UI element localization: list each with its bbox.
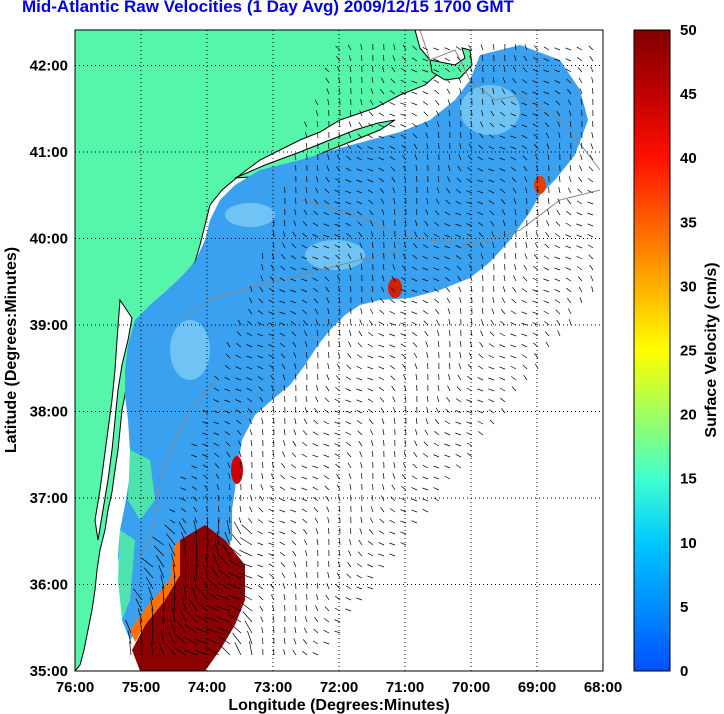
- hotspot-hudson: [388, 278, 402, 298]
- y-tick-label: 36:00: [30, 577, 68, 594]
- colorbar-tick: 30: [680, 278, 697, 295]
- colorbar-tick-labels: 0 5 10 15 20 25 30 35 40 45 50: [680, 22, 697, 680]
- y-tick-label: 38:00: [30, 404, 68, 421]
- chesapeake-bay: [94, 298, 133, 541]
- colorbar-tick: 35: [680, 214, 697, 231]
- x-tick-label: 72:00: [320, 679, 358, 696]
- x-tick-label: 70:00: [452, 679, 490, 696]
- colorbar-tick: 0: [680, 663, 688, 680]
- x-tick-label: 68:00: [584, 679, 622, 696]
- x-tick-label: 71:00: [386, 679, 424, 696]
- velocity-arrows: [125, 43, 594, 656]
- plot-frame: [74, 29, 604, 672]
- colorbar: [633, 29, 671, 672]
- y-tick-label: 41:00: [30, 144, 68, 161]
- colorbar-tick: 20: [680, 407, 697, 424]
- colorbar-tick: 25: [680, 343, 697, 360]
- y-axis-label: Latitude (Degrees:Minutes): [3, 247, 20, 453]
- y-tick-label: 42:00: [30, 58, 68, 75]
- x-tick-label: 73:00: [254, 679, 292, 696]
- colorbar-tick: 40: [680, 150, 697, 167]
- cape-cod: [429, 47, 473, 81]
- x-tick-label: 69:00: [518, 679, 556, 696]
- y-tick-label: 40:00: [30, 231, 68, 248]
- y-tick-label: 39:00: [30, 317, 68, 334]
- colorbar-tick: 5: [680, 599, 688, 616]
- colorbar-tick: 50: [680, 22, 697, 39]
- colorbar-tick: 15: [680, 471, 697, 488]
- colorbar-label: Surface Velocity (cm/s): [703, 262, 720, 437]
- x-tick-label: 74:00: [188, 679, 226, 696]
- colorbar-tick: 10: [680, 535, 697, 552]
- y-tick-label: 37:00: [30, 490, 68, 507]
- x-tick-labels: 76:00 75:00 74:00 73:00 72:00 71:00 70:00 69:00…: [56, 679, 622, 696]
- y-tick-labels: 35:00 36:00 37:00 38:00 39:00 40:00 41:00 42:00: [30, 58, 68, 681]
- velocity-field: [118, 45, 588, 640]
- colorbar-tick: 45: [680, 86, 697, 103]
- x-tick-label: 75:00: [122, 679, 160, 696]
- y-tick-label: 35:00: [30, 663, 68, 680]
- map-title: Mid-Atlantic Raw Velocities (1 Day Avg) …: [22, 0, 514, 16]
- x-tick-label: 76:00: [56, 679, 94, 696]
- x-axis-label: Longitude (Degrees:Minutes): [228, 697, 449, 714]
- grid-lines: [75, 30, 603, 671]
